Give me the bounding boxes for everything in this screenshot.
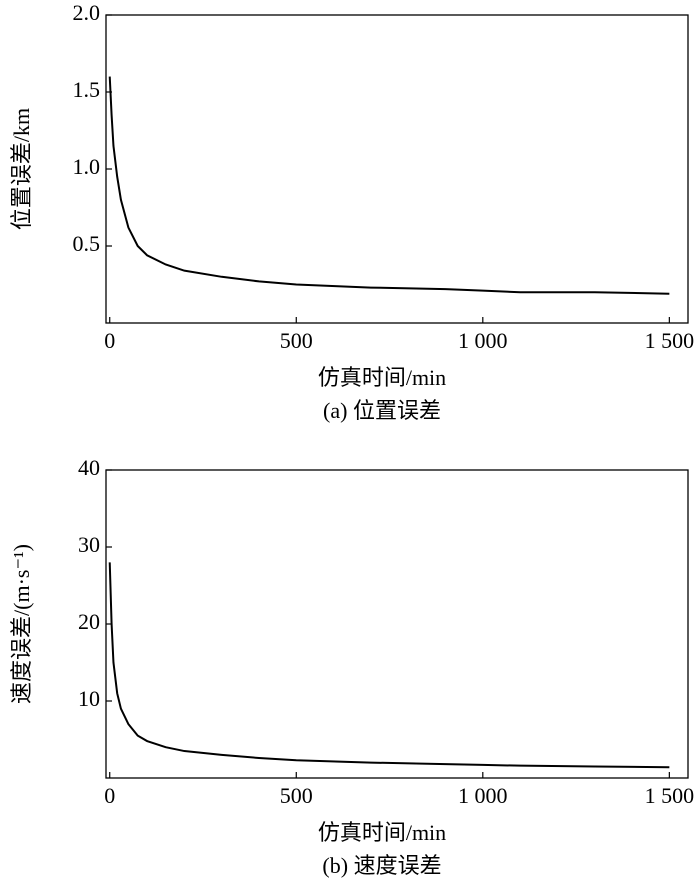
caption: (a) 位置误差: [323, 398, 441, 423]
x-tick-label: 1 500: [645, 328, 695, 353]
x-tick-label: 1 000: [458, 328, 508, 353]
x-axis-label: 仿真时间/min: [318, 820, 446, 845]
y-tick-label: 2.0: [73, 0, 101, 25]
data-line: [108, 562, 670, 769]
x-axis-label: 仿真时间/min: [318, 365, 446, 390]
y-axis-label: 速度误差/(m·s⁻¹): [9, 544, 34, 704]
y-tick-label: 1.0: [73, 154, 101, 179]
plot-frame: [105, 469, 689, 779]
x-tick-label: 0: [104, 783, 115, 808]
y-tick-label: 20: [78, 609, 100, 634]
x-tick-label: 1 000: [458, 783, 508, 808]
data-line: [108, 76, 670, 295]
x-tick-label: 500: [280, 328, 313, 353]
y-tick-label: 0.5: [73, 231, 101, 256]
x-tick-label: 500: [280, 783, 313, 808]
y-tick-label: 1.5: [73, 77, 101, 102]
x-tick-label: 1 500: [645, 783, 695, 808]
x-tick-label: 0: [104, 328, 115, 353]
y-tick-label: 10: [78, 686, 100, 711]
plot-frame: [105, 14, 689, 324]
y-tick-label: 30: [78, 532, 100, 557]
y-tick-label: 40: [78, 455, 100, 480]
caption: (b) 速度误差: [322, 853, 441, 878]
y-axis-label: 位置误差/km: [9, 108, 34, 230]
